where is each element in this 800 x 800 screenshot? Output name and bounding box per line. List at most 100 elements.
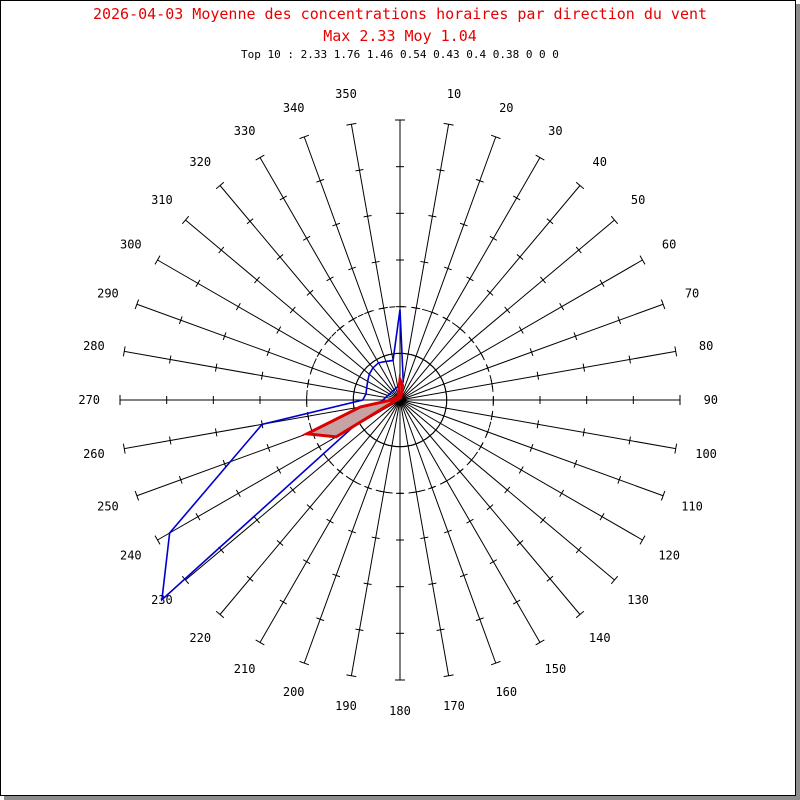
tick-50-1 [432, 366, 439, 374]
tick-130-5 [575, 546, 582, 554]
tick-210-2 [349, 478, 358, 484]
tick-100-5 [628, 436, 631, 445]
direction-label-220: 220 [189, 631, 211, 645]
direction-label-310: 310 [151, 193, 173, 207]
series-1-point-10 [402, 381, 404, 383]
tick-160-2 [427, 485, 436, 490]
tick-220-2 [336, 468, 344, 475]
tick-150-5 [512, 599, 521, 605]
tick-160-4 [459, 573, 468, 578]
tick-230-3 [289, 486, 296, 494]
tick-160-3 [443, 529, 452, 534]
tick-170-3 [420, 536, 429, 540]
tick-300-2 [316, 349, 322, 358]
tick-350-3 [371, 260, 380, 264]
tick-170-1 [404, 444, 413, 448]
series-1-point-340 [385, 360, 387, 362]
tick-280-3 [260, 371, 264, 380]
tick-140-6 [575, 610, 585, 619]
tick-140-1 [426, 432, 434, 439]
tick-190-3 [371, 536, 380, 540]
tick-80-2 [490, 379, 494, 388]
tick-40-1 [426, 361, 434, 368]
tick-170-5 [436, 628, 445, 631]
tick-30-5 [512, 195, 521, 201]
tick-160-5 [475, 617, 484, 622]
tick-320-3 [306, 289, 314, 296]
tick-310-2 [325, 336, 332, 344]
series-2-point-0 [399, 378, 401, 380]
chart-subtitle: Max 2.33 Moy 1.04 [323, 27, 477, 45]
series-1-point-270 [362, 399, 364, 401]
direction-label-290: 290 [97, 287, 119, 301]
direction-label-180: 180 [389, 704, 411, 718]
direction-label-110: 110 [681, 499, 703, 513]
tick-40-6 [575, 181, 585, 190]
tick-320-1 [366, 361, 374, 368]
tick-10-2 [412, 306, 421, 310]
tick-120-5 [599, 512, 605, 521]
tick-40-2 [456, 325, 464, 332]
tick-170-6 [443, 674, 454, 678]
tick-350-5 [355, 169, 364, 172]
tick-350-4 [363, 214, 372, 218]
tick-260-5 [169, 436, 172, 445]
direction-label-150: 150 [545, 662, 567, 676]
tick-100-2 [490, 412, 494, 421]
tick-70-3 [529, 348, 534, 357]
series-2-point-300 [395, 397, 397, 399]
tick-110-4 [573, 459, 578, 468]
tick-130-2 [468, 456, 475, 464]
series-1-point-300 [367, 380, 369, 382]
tick-40-3 [486, 289, 494, 296]
tick-20-5 [475, 178, 484, 183]
tick-170-4 [428, 582, 437, 586]
direction-label-10: 10 [447, 87, 461, 101]
tick-330-4 [302, 235, 311, 241]
tick-60-3 [518, 326, 524, 334]
tick-280-4 [214, 363, 218, 372]
tick-340-6 [299, 134, 310, 140]
tick-40-5 [546, 218, 554, 225]
direction-label-140: 140 [589, 631, 611, 645]
tick-240-6 [154, 535, 161, 545]
direction-label-250: 250 [97, 499, 119, 513]
tick-190-6 [346, 674, 357, 678]
tick-10-1 [404, 352, 413, 356]
tick-160-6 [490, 660, 501, 666]
tick-60-2 [478, 349, 484, 358]
tick-210-6 [255, 639, 265, 646]
tick-80-5 [628, 355, 631, 364]
direction-label-70: 70 [685, 287, 699, 301]
direction-label-130: 130 [627, 593, 649, 607]
tick-140-2 [456, 468, 464, 475]
tick-120-2 [478, 442, 484, 451]
tick-280-2 [306, 379, 310, 388]
tick-100-3 [536, 420, 540, 429]
tick-320-2 [336, 325, 344, 332]
tick-60-4 [559, 302, 565, 311]
series-2-point-350 [398, 391, 400, 393]
tick-230-1 [361, 426, 368, 434]
tick-200-2 [364, 485, 373, 490]
tick-320-4 [276, 254, 284, 260]
tick-280-5 [169, 355, 172, 364]
tick-220-3 [306, 504, 314, 511]
tick-200-3 [348, 529, 357, 534]
tick-110-2 [485, 427, 490, 436]
tick-30-6 [535, 154, 545, 161]
direction-label-350: 350 [335, 87, 357, 101]
tick-150-6 [535, 639, 545, 646]
direction-label-340: 340 [283, 101, 305, 115]
tick-300-4 [235, 302, 241, 311]
tick-120-6 [639, 535, 646, 545]
tick-200-4 [332, 573, 341, 578]
direction-label-200: 200 [283, 685, 305, 699]
tick-80-3 [536, 371, 540, 380]
tick-160-1 [412, 442, 420, 446]
direction-label-50: 50 [631, 193, 645, 207]
tick-120-1 [437, 419, 443, 428]
direction-label-190: 190 [335, 699, 357, 713]
top10-line: Top 10 : 2.33 1.76 1.46 0.54 0.43 0.4 0.… [241, 48, 559, 61]
tick-300-5 [195, 279, 201, 288]
